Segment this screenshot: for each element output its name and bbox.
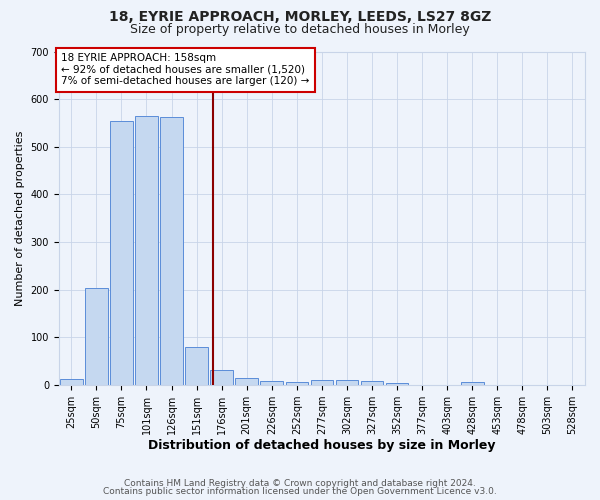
Text: 18 EYRIE APPROACH: 158sqm
← 92% of detached houses are smaller (1,520)
7% of sem: 18 EYRIE APPROACH: 158sqm ← 92% of detac… bbox=[61, 53, 310, 86]
Bar bbox=[60, 379, 83, 384]
Text: Contains HM Land Registry data © Crown copyright and database right 2024.: Contains HM Land Registry data © Crown c… bbox=[124, 478, 476, 488]
X-axis label: Distribution of detached houses by size in Morley: Distribution of detached houses by size … bbox=[148, 440, 496, 452]
Text: Size of property relative to detached houses in Morley: Size of property relative to detached ho… bbox=[130, 22, 470, 36]
Bar bbox=[286, 382, 308, 384]
Bar bbox=[235, 378, 258, 384]
Bar bbox=[85, 288, 107, 384]
Bar bbox=[160, 117, 183, 384]
Bar bbox=[335, 380, 358, 384]
Bar bbox=[135, 116, 158, 384]
Text: Contains public sector information licensed under the Open Government Licence v3: Contains public sector information licen… bbox=[103, 487, 497, 496]
Bar bbox=[361, 382, 383, 384]
Text: 18, EYRIE APPROACH, MORLEY, LEEDS, LS27 8GZ: 18, EYRIE APPROACH, MORLEY, LEEDS, LS27 … bbox=[109, 10, 491, 24]
Bar bbox=[260, 381, 283, 384]
Bar bbox=[110, 120, 133, 384]
Bar bbox=[461, 382, 484, 384]
Y-axis label: Number of detached properties: Number of detached properties bbox=[15, 130, 25, 306]
Bar bbox=[311, 380, 333, 384]
Bar bbox=[185, 346, 208, 385]
Bar bbox=[386, 383, 409, 384]
Bar bbox=[211, 370, 233, 384]
